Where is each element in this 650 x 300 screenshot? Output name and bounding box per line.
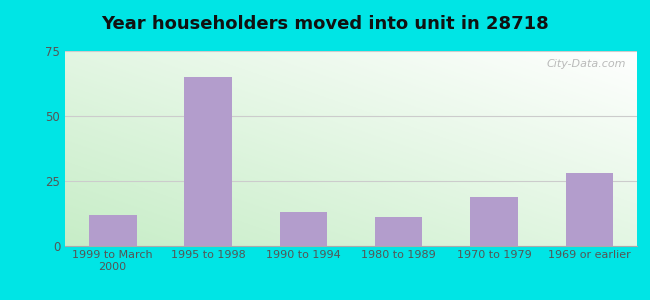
Bar bbox=[184, 77, 232, 246]
Text: Year householders moved into unit in 28718: Year householders moved into unit in 287… bbox=[101, 15, 549, 33]
Bar bbox=[470, 196, 518, 246]
Bar bbox=[566, 173, 613, 246]
Text: City-Data.com: City-Data.com bbox=[546, 59, 625, 69]
Bar bbox=[280, 212, 327, 246]
Bar bbox=[375, 218, 422, 246]
Bar bbox=[89, 215, 136, 246]
